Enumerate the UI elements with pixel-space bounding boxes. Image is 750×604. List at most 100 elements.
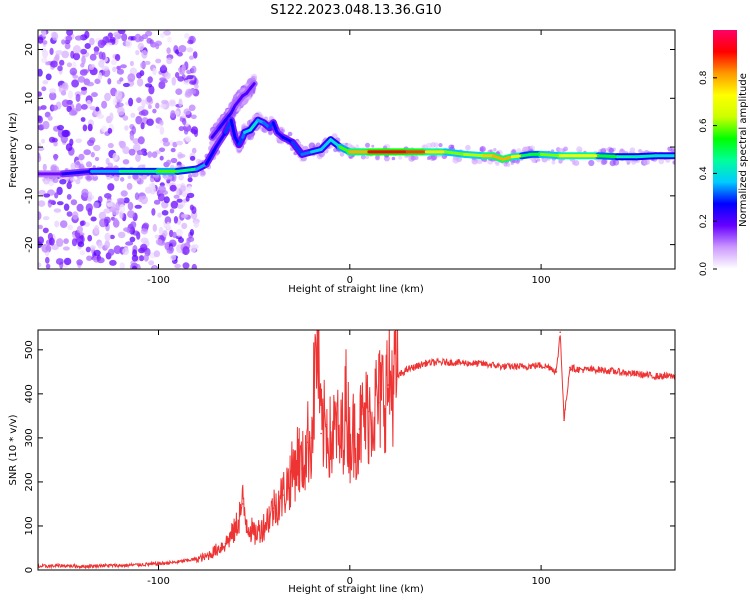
noise-blob <box>177 204 184 210</box>
halo-blob <box>465 144 471 151</box>
noise-blob <box>170 110 176 118</box>
bottom-y-tick-label: 500 <box>24 340 35 359</box>
noise-blob <box>119 77 124 82</box>
branch-segment-core <box>224 111 233 122</box>
noise-blob <box>87 139 95 146</box>
snr-point <box>563 419 565 422</box>
noise-blob <box>51 104 59 111</box>
noise-blob <box>75 103 82 112</box>
noise-blob <box>190 126 199 135</box>
noise-blob <box>148 260 155 266</box>
noise-blob <box>62 246 70 251</box>
noise-blob <box>175 72 180 79</box>
noise-blob <box>116 102 124 108</box>
ridge-segment-core <box>491 154 505 161</box>
snr-point <box>549 366 552 369</box>
noise-blob <box>56 238 64 247</box>
noise-blob <box>45 73 52 81</box>
noise-blob <box>94 78 101 85</box>
snr-point <box>502 365 504 368</box>
noise-blob <box>71 79 79 88</box>
noise-blob <box>80 117 86 122</box>
noise-blob <box>129 60 134 67</box>
ridge-segment-core <box>463 152 486 158</box>
colorbar-tick-label: 0.6 <box>699 118 709 133</box>
snr-point <box>326 423 328 426</box>
noise-blob <box>87 234 93 242</box>
noise-blob <box>96 257 105 264</box>
noise-blob <box>175 228 183 237</box>
noise-blob <box>194 84 199 89</box>
halo-blob <box>371 144 375 148</box>
snr-point <box>578 368 581 371</box>
noise-blob <box>76 203 84 212</box>
noise-blob <box>160 99 169 105</box>
noise-blob <box>152 67 157 76</box>
halo-blob <box>127 175 132 180</box>
noise-blob <box>136 72 142 79</box>
noise-blob <box>56 186 63 196</box>
noise-blob <box>101 65 110 71</box>
noise-blob <box>117 30 126 35</box>
halo-blob <box>365 155 370 160</box>
noise-blob <box>67 224 74 231</box>
noise-blob <box>114 90 123 100</box>
top-y-tick-label: 20 <box>24 43 35 56</box>
snr-point <box>245 520 248 523</box>
halo-blob <box>438 143 443 148</box>
noise-blob <box>51 244 59 251</box>
noise-blob <box>112 152 118 161</box>
noise-blob <box>166 159 172 165</box>
noise-blob <box>140 122 145 130</box>
noise-blob <box>128 148 136 156</box>
noise-blob <box>52 31 59 41</box>
noise-blob <box>112 66 117 73</box>
noise-blob <box>127 210 135 219</box>
snr-point <box>100 564 102 567</box>
colorbar-label: Normalized spectral amplitude <box>738 73 749 227</box>
snr-point <box>301 467 303 470</box>
bottom-y-tick-label: 200 <box>24 472 35 491</box>
noise-blob <box>162 230 168 237</box>
halo-blob <box>200 170 206 176</box>
noise-blob <box>192 51 198 59</box>
noise-blob <box>189 80 197 85</box>
snr-point <box>297 454 300 457</box>
snr-point <box>569 366 571 369</box>
noise-blob <box>175 88 183 95</box>
snr-point <box>316 331 319 334</box>
noise-blob <box>122 115 129 121</box>
halo-blob <box>471 158 478 165</box>
noise-blob <box>178 98 183 107</box>
colorbar-gradient <box>713 30 737 269</box>
halo-blob <box>85 175 93 182</box>
noise-blob <box>178 126 185 132</box>
noise-blob <box>112 98 118 106</box>
halo-blob <box>355 144 359 148</box>
noise-blob <box>144 60 151 65</box>
halo-blob <box>360 154 366 160</box>
snr-point <box>167 562 169 564</box>
noise-blob <box>163 140 170 147</box>
noise-blob <box>137 42 145 51</box>
noise-blob <box>129 81 135 86</box>
noise-blob <box>98 72 103 80</box>
halo-blob <box>658 158 665 165</box>
halo-blob <box>503 162 508 167</box>
noise-blob <box>86 81 95 87</box>
bottom-y-tick-label: 100 <box>24 516 35 535</box>
noise-blob <box>98 51 104 60</box>
noise-blob <box>41 86 47 92</box>
noise-blob <box>177 76 185 82</box>
snr-point <box>377 401 380 404</box>
noise-blob <box>158 147 166 153</box>
halo-blob <box>365 142 370 148</box>
noise-blob <box>190 244 197 253</box>
noise-blob <box>38 200 46 207</box>
noise-blob <box>49 91 57 101</box>
noise-blob <box>93 249 101 256</box>
noise-blob <box>141 99 146 108</box>
noise-blob <box>42 216 50 221</box>
noise-blob <box>191 147 197 154</box>
noise-blob <box>166 47 171 54</box>
